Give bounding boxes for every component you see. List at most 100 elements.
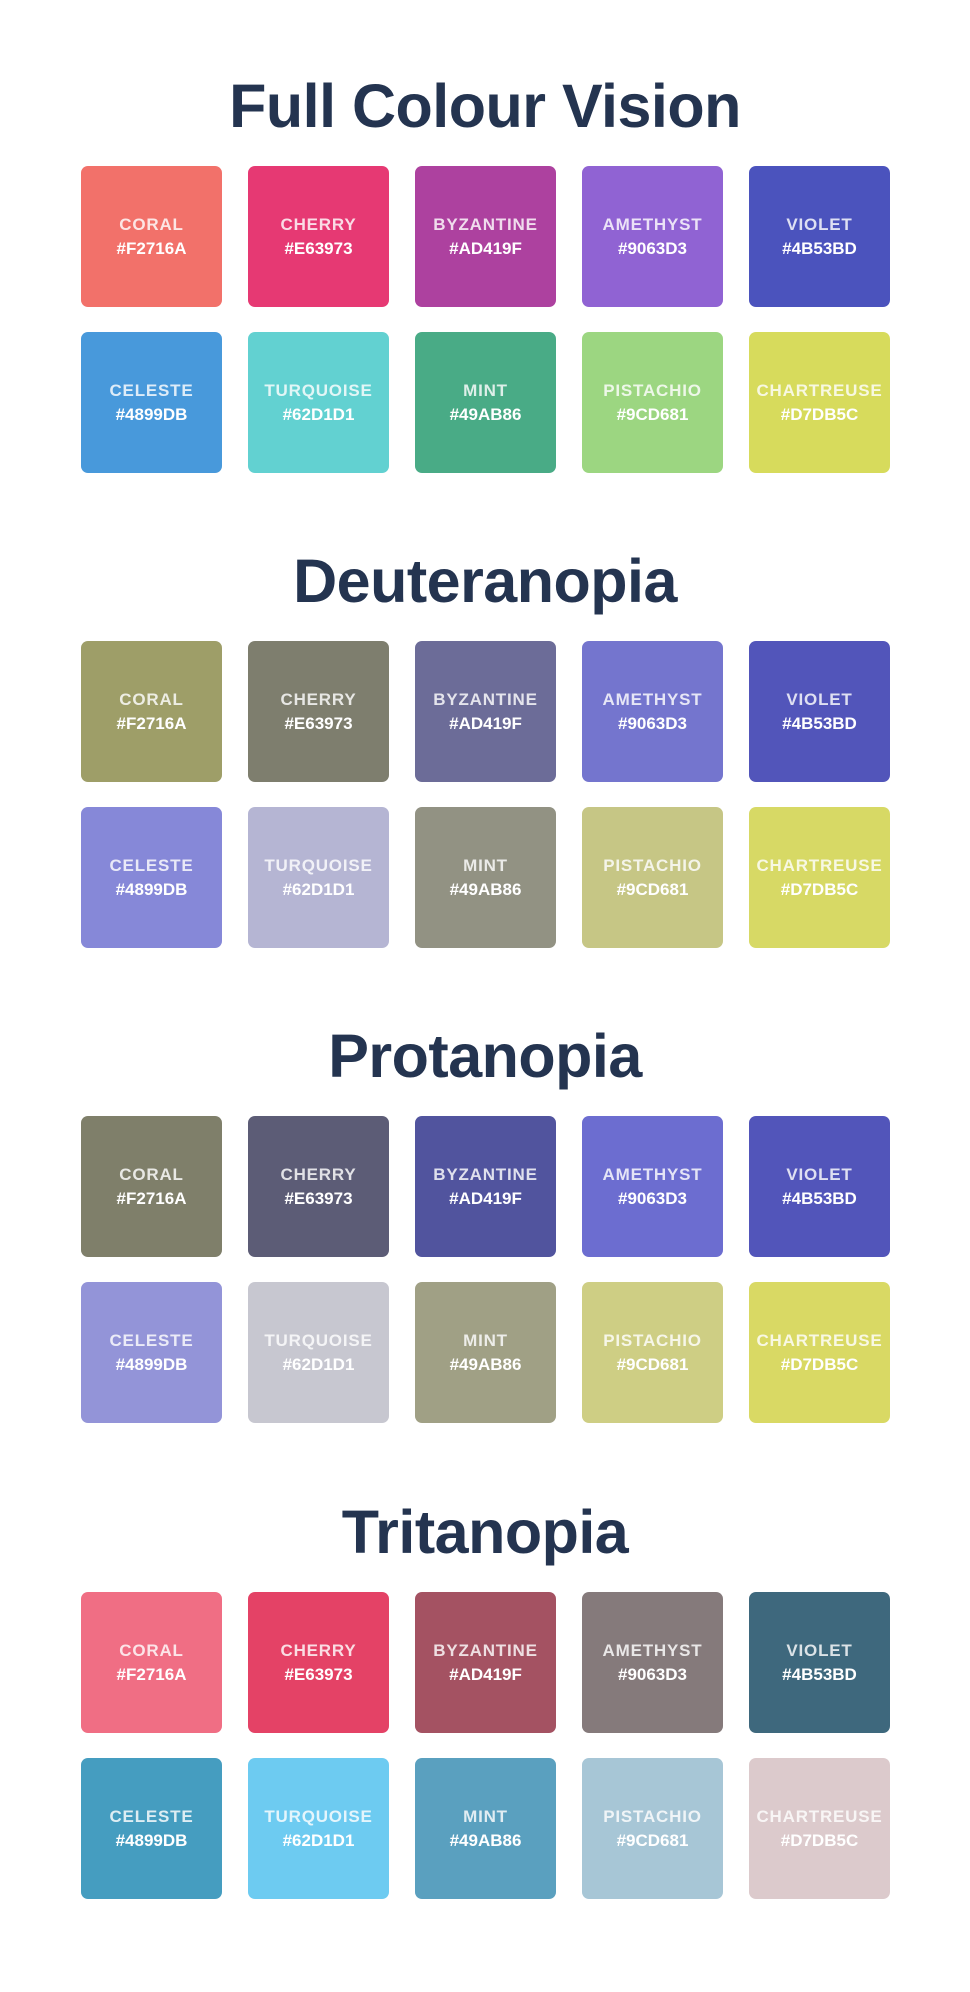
swatch-name: CORAL <box>119 1164 184 1184</box>
swatch-hex-code: #F2716A <box>116 713 187 733</box>
color-swatch-amethyst: AMETHYST #9063D3 <box>582 641 723 782</box>
color-swatch-coral: CORAL #F2716A <box>81 1116 222 1257</box>
color-swatch-turquoise: TURQUOISE #62D1D1 <box>248 1282 389 1423</box>
color-swatch-chartreuse: CHARTREUSE #D7DB5C <box>749 1758 890 1899</box>
swatch-name: MINT <box>463 1806 508 1826</box>
color-swatch-byzantine: BYZANTINE #AD419F <box>415 166 556 307</box>
swatch-hex-code: #AD419F <box>449 713 522 733</box>
section-title: Full Colour Vision <box>229 72 741 140</box>
swatch-hex-code: #D7DB5C <box>780 1830 859 1850</box>
color-swatch-pistachio: PISTACHIO #9CD681 <box>582 332 723 473</box>
swatch-hex-code: #9CD681 <box>616 1830 689 1850</box>
swatch-name: TURQUOISE <box>264 1806 373 1826</box>
swatch-hex-code: #E63973 <box>284 1188 353 1208</box>
swatch-hex-code: #4899DB <box>115 1354 188 1374</box>
color-swatch-violet: VIOLET #4B53BD <box>749 1592 890 1733</box>
swatch-name: CELESTE <box>109 1330 194 1350</box>
swatch-hex-code: #49AB86 <box>449 1354 522 1374</box>
color-swatch-coral: CORAL #F2716A <box>81 1592 222 1733</box>
color-swatch-celeste: CELESTE #4899DB <box>81 332 222 473</box>
swatch-name: MINT <box>463 1330 508 1350</box>
color-swatch-coral: CORAL #F2716A <box>81 641 222 782</box>
swatch-name: CORAL <box>119 1640 184 1660</box>
swatch-hex-code: #9CD681 <box>616 1354 689 1374</box>
swatch-hex-code: #4899DB <box>115 879 188 899</box>
swatch-name: CORAL <box>119 214 184 234</box>
color-swatch-mint: MINT #49AB86 <box>415 807 556 948</box>
swatch-hex-code: #E63973 <box>284 238 353 258</box>
color-swatch-mint: MINT #49AB86 <box>415 1282 556 1423</box>
swatch-name: CHERRY <box>280 1164 357 1184</box>
swatch-grid: CORAL #F2716A CHERRY #E63973 BYZANTINE #AD419… <box>81 1592 892 1899</box>
swatch-name: VIOLET <box>786 689 853 709</box>
color-swatch-coral: CORAL #F2716A <box>81 166 222 307</box>
color-swatch-amethyst: AMETHYST #9063D3 <box>582 1116 723 1257</box>
swatch-name: CELESTE <box>109 1806 194 1826</box>
swatch-hex-code: #D7DB5C <box>780 404 859 424</box>
color-swatch-amethyst: AMETHYST #9063D3 <box>582 166 723 307</box>
color-swatch-chartreuse: CHARTREUSE #D7DB5C <box>749 1282 890 1423</box>
swatch-name: PISTACHIO <box>603 1330 702 1350</box>
color-swatch-byzantine: BYZANTINE #AD419F <box>415 641 556 782</box>
swatch-name: CHARTREUSE <box>756 1330 883 1350</box>
swatch-hex-code: #9063D3 <box>617 238 687 258</box>
color-swatch-celeste: CELESTE #4899DB <box>81 807 222 948</box>
swatch-hex-code: #9063D3 <box>617 1664 687 1684</box>
section-deuteranopia: Deuteranopia CORAL #F2716A CHERRY #E63973 BY… <box>0 545 970 948</box>
color-swatch-celeste: CELESTE #4899DB <box>81 1282 222 1423</box>
color-swatch-mint: MINT #49AB86 <box>415 1758 556 1899</box>
swatch-hex-code: #49AB86 <box>449 879 522 899</box>
color-swatch-cherry: CHERRY #E63973 <box>248 641 389 782</box>
color-swatch-cherry: CHERRY #E63973 <box>248 1116 389 1257</box>
section-full-colour-vision: Full Colour Vision CORAL #F2716A CHERRY #E6… <box>0 70 970 473</box>
swatch-grid: CORAL #F2716A CHERRY #E63973 BYZANTINE #AD419… <box>81 1116 892 1423</box>
swatch-hex-code: #D7DB5C <box>780 1354 859 1374</box>
swatch-hex-code: #49AB86 <box>449 404 522 424</box>
swatch-hex-code: #9CD681 <box>616 404 689 424</box>
swatch-name: MINT <box>463 380 508 400</box>
color-swatch-byzantine: BYZANTINE #AD419F <box>415 1592 556 1733</box>
swatch-name: CHERRY <box>280 214 357 234</box>
swatch-name: CHERRY <box>280 689 357 709</box>
color-swatch-amethyst: AMETHYST #9063D3 <box>582 1592 723 1733</box>
swatch-hex-code: #AD419F <box>449 1664 522 1684</box>
swatch-hex-code: #62D1D1 <box>282 1830 355 1850</box>
swatch-name: VIOLET <box>786 1164 853 1184</box>
swatch-hex-code: #49AB86 <box>449 1830 522 1850</box>
swatch-hex-code: #4B53BD <box>782 238 857 258</box>
swatch-hex-code: #4B53BD <box>782 713 857 733</box>
swatch-name: CHARTREUSE <box>756 855 883 875</box>
swatch-hex-code: #9CD681 <box>616 879 689 899</box>
swatch-hex-code: #4B53BD <box>782 1188 857 1208</box>
color-swatch-pistachio: PISTACHIO #9CD681 <box>582 1282 723 1423</box>
swatch-name: CHARTREUSE <box>756 380 883 400</box>
color-swatch-byzantine: BYZANTINE #AD419F <box>415 1116 556 1257</box>
section-tritanopia: Tritanopia CORAL #F2716A CHERRY #E63973 BYZA… <box>0 1496 970 1899</box>
swatch-hex-code: #AD419F <box>449 1188 522 1208</box>
swatch-name: TURQUOISE <box>264 855 373 875</box>
swatch-name: BYZANTINE <box>433 214 538 234</box>
swatch-name: BYZANTINE <box>433 689 538 709</box>
color-swatch-turquoise: TURQUOISE #62D1D1 <box>248 807 389 948</box>
swatch-name: AMETHYST <box>602 214 703 234</box>
section-title: Deuteranopia <box>293 547 677 615</box>
swatch-hex-code: #62D1D1 <box>282 1354 355 1374</box>
color-swatch-violet: VIOLET #4B53BD <box>749 166 890 307</box>
color-swatch-cherry: CHERRY #E63973 <box>248 166 389 307</box>
swatch-hex-code: #E63973 <box>284 1664 353 1684</box>
swatch-name: PISTACHIO <box>603 855 702 875</box>
swatch-name: CHARTREUSE <box>756 1806 883 1826</box>
swatch-grid: CORAL #F2716A CHERRY #E63973 BYZANTINE #AD419… <box>81 166 892 473</box>
swatch-hex-code: #4899DB <box>115 404 188 424</box>
section-title: Tritanopia <box>341 1498 629 1566</box>
swatch-hex-code: #4B53BD <box>782 1664 857 1684</box>
color-swatch-cherry: CHERRY #E63973 <box>248 1592 389 1733</box>
swatch-name: AMETHYST <box>602 689 703 709</box>
section-title: Protanopia <box>328 1022 642 1090</box>
swatch-name: TURQUOISE <box>264 380 373 400</box>
swatch-hex-code: #4899DB <box>115 1830 188 1850</box>
swatch-hex-code: #62D1D1 <box>282 404 355 424</box>
color-swatch-chartreuse: CHARTREUSE #D7DB5C <box>749 332 890 473</box>
swatch-name: TURQUOISE <box>264 1330 373 1350</box>
color-swatch-turquoise: TURQUOISE #62D1D1 <box>248 332 389 473</box>
